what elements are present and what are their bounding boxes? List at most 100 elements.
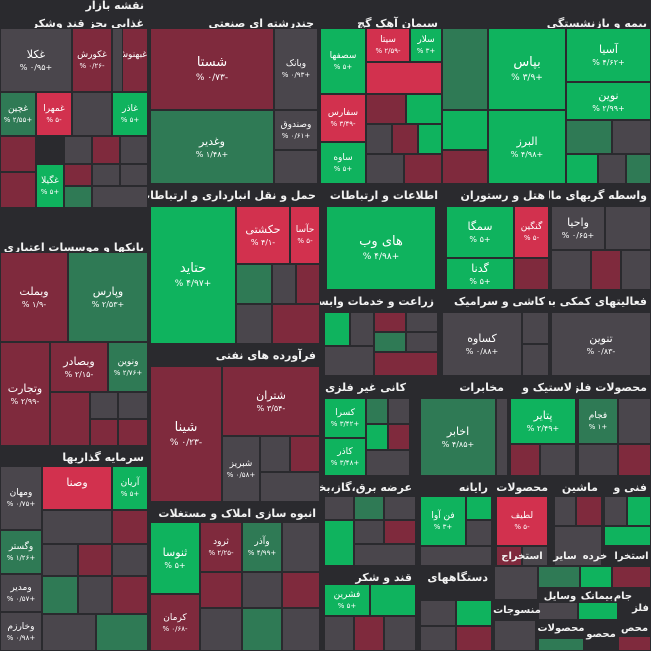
stock-tile[interactable]	[118, 419, 148, 446]
stock-tile[interactable]	[64, 136, 92, 164]
stock-tile[interactable]	[442, 110, 488, 150]
sector-title[interactable]: محص	[620, 623, 649, 634]
stock-tile[interactable]	[618, 398, 651, 444]
stock-tile[interactable]	[514, 258, 549, 290]
sector-title[interactable]: چندرشته ای صنعتی	[208, 17, 314, 30]
stock-tile[interactable]	[366, 94, 406, 124]
stock-tile[interactable]: آسیا +۴/۶۲ %	[566, 28, 651, 82]
stock-tile[interactable]	[324, 616, 354, 651]
stock-tile[interactable]	[78, 544, 112, 576]
stock-tile[interactable]: آریان +۵ %	[112, 466, 148, 510]
stock-tile[interactable]: شتران -۳/۵۴ %	[222, 366, 320, 436]
sector-title[interactable]: محصو	[586, 629, 616, 640]
stock-tile[interactable]	[578, 602, 618, 620]
stock-tile[interactable]	[242, 572, 282, 608]
stock-tile[interactable]	[354, 520, 384, 544]
stock-tile[interactable]	[384, 520, 416, 544]
stock-tile[interactable]	[456, 626, 492, 651]
sector-title[interactable]: بیمانک	[580, 591, 613, 602]
stock-tile[interactable]: کسرا +۳/۴۲ %	[324, 398, 366, 438]
stock-tile[interactable]: وگستر +۱/۲۶ %	[0, 530, 42, 574]
stock-tile[interactable]	[566, 120, 612, 154]
stock-tile[interactable]	[540, 444, 576, 476]
stock-tile[interactable]	[260, 472, 320, 502]
stock-tile[interactable]	[626, 154, 651, 184]
stock-tile[interactable]: کاذر +۳/۴۸ %	[324, 438, 366, 476]
stock-tile[interactable]: سفارس -۳/۴۹ %	[320, 94, 366, 142]
stock-tile[interactable]	[496, 398, 508, 476]
stock-tile[interactable]	[96, 614, 148, 651]
stock-tile[interactable]	[0, 172, 36, 208]
stock-tile[interactable]: غبهنوش	[122, 28, 148, 92]
stock-tile[interactable]	[418, 124, 442, 154]
stock-tile[interactable]	[388, 424, 410, 450]
sector-title[interactable]: جام	[613, 591, 633, 602]
stock-tile[interactable]	[384, 496, 416, 520]
sector-title[interactable]: مخابرات	[459, 381, 504, 394]
stock-tile[interactable]: غگیلا +۵ %	[36, 164, 64, 208]
stock-tile[interactable]	[366, 424, 388, 450]
stock-tile[interactable]: بپاس +۳/۹ %	[488, 28, 566, 110]
sector-title[interactable]: اطلاعات و ارتباطات	[329, 189, 438, 202]
stock-tile[interactable]: ومهان +۰/۷۵ %	[0, 466, 42, 530]
stock-tile[interactable]: سیتا -۲/۵۹ %	[366, 28, 410, 62]
stock-tile[interactable]	[324, 520, 354, 566]
stock-tile[interactable]: البرز +۴/۹۸ %	[488, 110, 566, 184]
sector-title[interactable]: محصولات فلزی	[576, 381, 647, 394]
sector-title[interactable]: دستگاههای	[427, 571, 488, 584]
stock-tile[interactable]	[366, 124, 392, 154]
stock-tile[interactable]	[392, 124, 418, 154]
stock-tile[interactable]: فجام +۱ %	[578, 398, 618, 444]
sector-title[interactable]: استخرا	[614, 551, 649, 562]
stock-tile[interactable]	[618, 636, 651, 651]
stock-tile[interactable]: پتایر +۲/۴۹ %	[510, 398, 576, 444]
stock-tile[interactable]: لطیف -۵ %	[496, 496, 548, 546]
sector-title[interactable]: محصولات	[496, 481, 548, 494]
stock-tile[interactable]	[406, 332, 438, 352]
stock-tile[interactable]	[604, 526, 651, 546]
stock-tile[interactable]	[566, 154, 598, 184]
stock-tile[interactable]	[354, 496, 384, 520]
sector-title[interactable]: کاشی و سرامیک	[454, 295, 545, 308]
stock-tile[interactable]	[374, 352, 438, 376]
stock-tile[interactable]	[64, 186, 92, 208]
stock-tile[interactable]	[64, 164, 92, 186]
stock-tile[interactable]: گنگین -۵ %	[514, 206, 549, 258]
stock-tile[interactable]	[42, 510, 112, 544]
sector-title[interactable]: سرمایه گذاریها	[62, 451, 144, 464]
stock-tile[interactable]	[42, 576, 78, 614]
stock-tile[interactable]	[366, 154, 404, 184]
sector-title[interactable]: فنی و	[613, 481, 648, 494]
stock-tile[interactable]	[260, 436, 290, 472]
stock-tile[interactable]	[591, 250, 621, 290]
stock-tile[interactable]	[92, 186, 148, 208]
stock-tile[interactable]	[274, 150, 318, 184]
stock-tile[interactable]	[420, 546, 492, 566]
stock-tile[interactable]	[50, 392, 90, 446]
stock-tile[interactable]	[388, 398, 410, 424]
stock-tile[interactable]	[366, 62, 442, 94]
stock-tile[interactable]: کساوه +۰/۸۸ %	[442, 312, 522, 376]
sector-title[interactable]: واسطه گریهای مالی و	[549, 189, 647, 202]
stock-tile[interactable]	[236, 264, 272, 304]
stock-tile[interactable]	[554, 496, 576, 526]
stock-tile[interactable]: وآذر +۴/۹۹ %	[242, 522, 282, 572]
stock-tile[interactable]	[282, 522, 320, 572]
sector-title[interactable]: فعالیتهای کمکی به	[549, 295, 647, 308]
stock-tile[interactable]	[112, 510, 148, 544]
sector-title[interactable]: ماشین	[561, 481, 598, 494]
stock-tile[interactable]	[420, 626, 456, 651]
stock-tile[interactable]: سمگا +۵ %	[446, 206, 514, 258]
stock-tile[interactable]: حتاید +۴/۹۷ %	[150, 206, 236, 344]
stock-tile[interactable]	[466, 520, 492, 546]
stock-tile[interactable]	[406, 312, 438, 332]
stock-tile[interactable]: فن آوا +۳ %	[420, 496, 466, 546]
stock-tile[interactable]	[282, 572, 320, 608]
stock-tile[interactable]	[324, 312, 350, 346]
stock-tile[interactable]	[92, 164, 120, 186]
stock-tile[interactable]: ومدیر +۰/۵۷ %	[0, 574, 42, 612]
sector-title[interactable]: بانکها و موسسات اعتباری	[3, 241, 144, 254]
stock-tile[interactable]: وخارزم +۰/۹۸ %	[0, 612, 42, 651]
sector-title[interactable]: فرآورده های نفتی	[215, 349, 316, 362]
stock-tile[interactable]: ثرود -۲/۲۵ %	[200, 522, 242, 572]
